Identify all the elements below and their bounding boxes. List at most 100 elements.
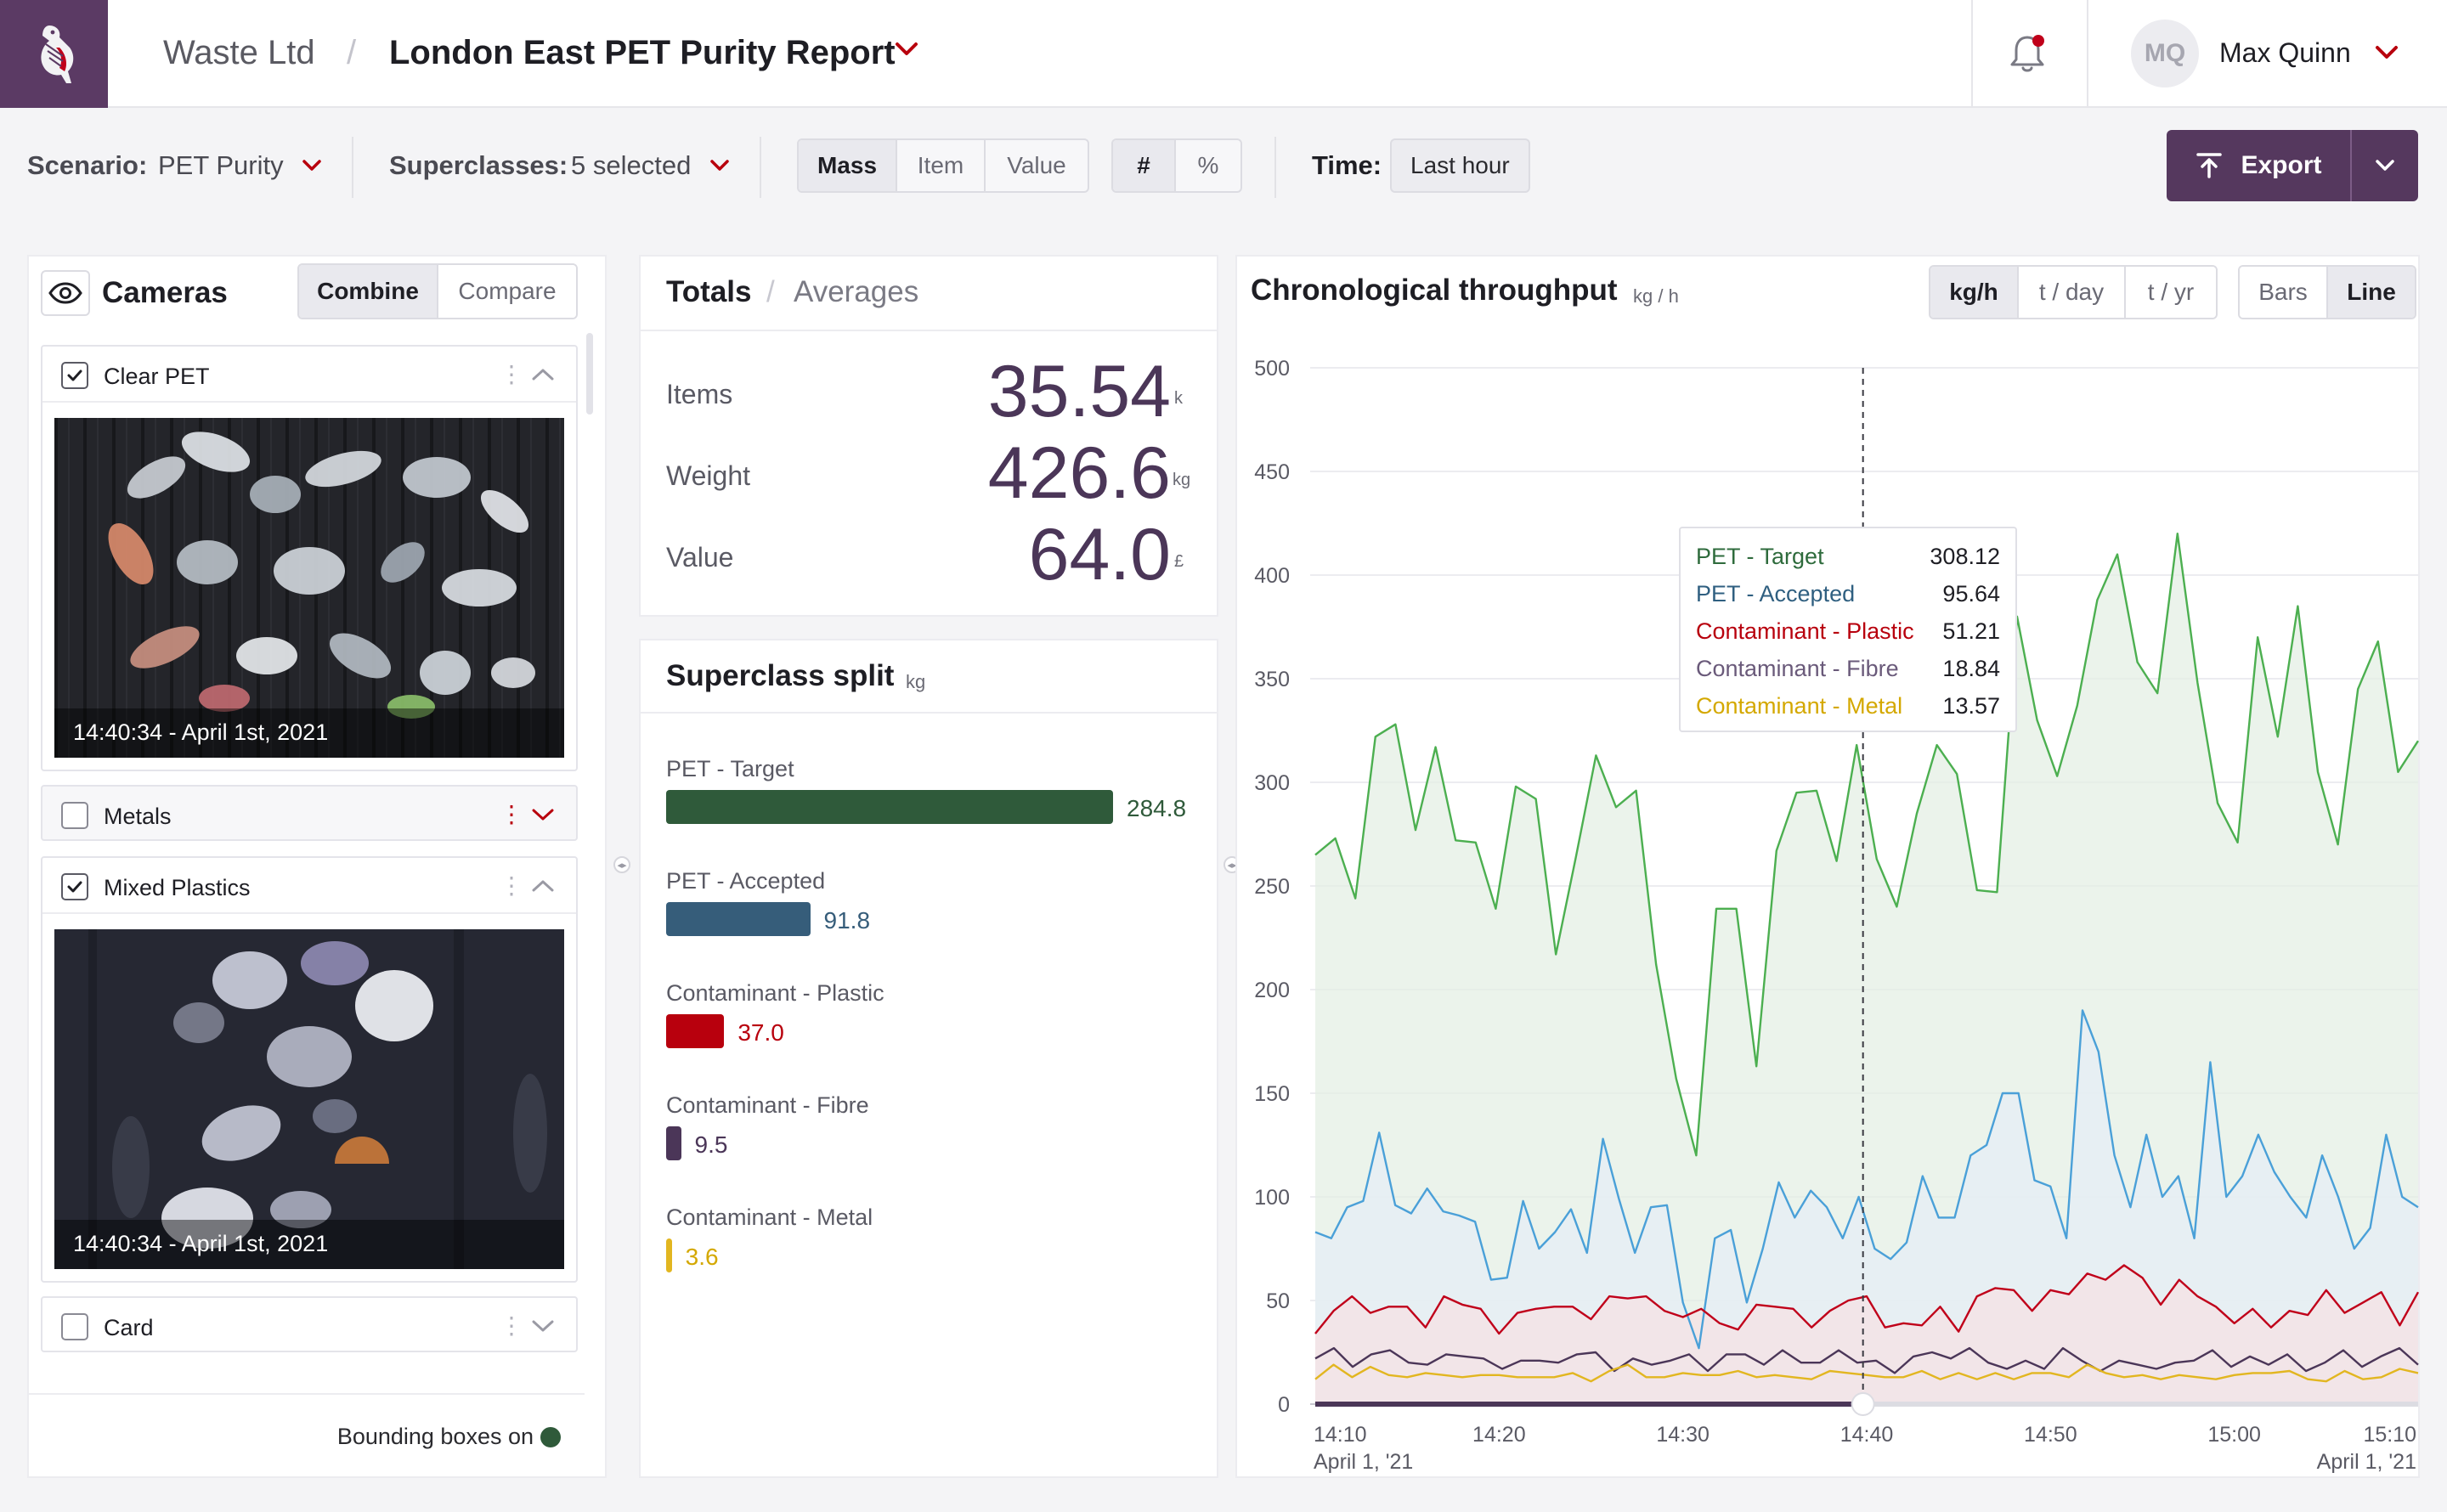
x-tick-label: 14:40: [1840, 1423, 1894, 1447]
totals-value: 35.54: [987, 351, 1171, 432]
superclasses-chevron-down-icon[interactable]: [709, 159, 731, 172]
throughput-line-chart[interactable]: 0 50 100 150 200 250 300 350 400 450 500 14:10 April…: [1235, 340, 2420, 1478]
user-name[interactable]: Max Quinn: [2219, 37, 2351, 68]
cameras-scrollbar[interactable]: [586, 333, 593, 415]
measure-mass-button[interactable]: Mass: [799, 140, 897, 191]
format-count-button[interactable]: #: [1113, 140, 1176, 191]
x-tick-label: 14:30: [1656, 1423, 1710, 1447]
export-dropdown-button[interactable]: [2352, 130, 2418, 201]
series-line-4[interactable]: [1314, 1363, 2419, 1383]
tooltip-series-value: 13.57: [1942, 693, 2000, 719]
kebab-menu-icon[interactable]: ⋮: [500, 801, 523, 827]
panel-resize-handle[interactable]: ◂▸: [613, 856, 630, 873]
camera-card-header[interactable]: Mixed Plastics ⋮: [42, 858, 576, 914]
measure-value-button[interactable]: Value: [1007, 152, 1066, 178]
notification-badge: [2032, 35, 2044, 47]
split-title: Superclass split: [666, 659, 895, 692]
chart-title: Chronological throughput: [1251, 274, 1618, 307]
tooltip-series-name: PET - Target: [1696, 544, 1824, 569]
y-tick-label: 250: [1254, 875, 1290, 899]
camera-checkbox[interactable]: [61, 362, 88, 389]
visibility-toggle-button[interactable]: [41, 270, 90, 316]
chevron-up-icon[interactable]: [530, 878, 556, 894]
chevron-down-icon[interactable]: [530, 807, 556, 822]
camera-feed-image[interactable]: 14:40:34 - April 1st, 2021: [54, 418, 564, 758]
toolbar-divider: [760, 137, 761, 198]
avatar[interactable]: MQ: [2131, 20, 2199, 87]
bounding-boxes-status-dot: [540, 1427, 561, 1447]
tooltip-series-value: 51.21: [1942, 618, 2000, 644]
unit-kgh-button[interactable]: kg/h: [1930, 267, 2019, 318]
toolbar-divider: [1274, 137, 1276, 198]
report-chevron-down-icon[interactable]: [894, 41, 919, 58]
user-menu-chevron-down-icon[interactable]: [2374, 44, 2399, 61]
camera-name: Card: [104, 1315, 154, 1340]
tab-separator: /: [766, 275, 775, 308]
scenario-chevron-down-icon[interactable]: [301, 159, 323, 172]
series-line-3[interactable]: [1314, 1346, 2419, 1374]
chart-tooltip: PET - Target 308.12 PET - Accepted 95.64…: [1679, 527, 2017, 732]
style-line-button[interactable]: Line: [2328, 267, 2415, 318]
split-item: PET - Target 284.8: [666, 756, 1210, 849]
totals-row-weight: Weight 426.6 kg: [639, 426, 1218, 514]
filter-toolbar: Scenario: PET Purity Superclasses: 5 sel…: [0, 110, 2447, 225]
page-title[interactable]: London East PET Purity Report: [389, 34, 896, 71]
camera-mode-toggle: Combine Compare: [297, 263, 578, 319]
kebab-menu-icon[interactable]: ⋮: [500, 361, 523, 387]
superclasses-select[interactable]: 5 selected: [571, 150, 692, 180]
bounding-boxes-label: Bounding boxes on: [336, 1424, 534, 1449]
series-line-2[interactable]: [1314, 1264, 2420, 1335]
y-tick-label: 150: [1254, 1082, 1290, 1106]
export-button[interactable]: Export: [2167, 130, 2350, 201]
split-item-bar[interactable]: [666, 1126, 681, 1160]
breadcrumb-separator: /: [347, 34, 357, 71]
totals-label: Value: [666, 542, 734, 573]
camera-card-header[interactable]: Clear PET ⋮: [42, 347, 576, 403]
header-divider: [1971, 0, 1973, 108]
unit-tday-button[interactable]: t / day: [2019, 267, 2126, 318]
combine-button[interactable]: Combine: [299, 265, 438, 318]
style-bars-button[interactable]: Bars: [2240, 267, 2328, 318]
tooltip-row: PET - Accepted 95.64: [1696, 581, 2000, 618]
breadcrumb-company[interactable]: Waste Ltd: [163, 34, 315, 71]
tooltip-series-value: 95.64: [1942, 581, 2000, 606]
compare-button[interactable]: Compare: [438, 265, 576, 318]
export-divider: [2350, 130, 2352, 201]
time-scrubber-handle[interactable]: [1851, 1392, 1875, 1416]
series-line-0[interactable]: [1314, 533, 2420, 1157]
split-item-bar[interactable]: [666, 902, 811, 936]
camera-checkbox[interactable]: [61, 1313, 88, 1340]
series-line-1[interactable]: [1314, 1009, 2419, 1350]
tab-averages[interactable]: Averages: [794, 275, 919, 308]
time-range-button[interactable]: Last hour: [1390, 138, 1530, 193]
camera-card-header[interactable]: Metals ⋮: [42, 787, 576, 843]
camera-feed-image[interactable]: 14:40:34 - April 1st, 2021: [54, 929, 564, 1269]
unit-tyr-button[interactable]: t / yr: [2126, 267, 2216, 318]
measure-item-button[interactable]: Item: [897, 140, 986, 191]
totals-row-items: Items 35.54 k: [639, 345, 1218, 432]
split-item-name: Contaminant - Fibre: [666, 1092, 869, 1118]
split-unit: kg: [906, 671, 926, 692]
split-item-bar[interactable]: [666, 1014, 725, 1048]
split-item: Contaminant - Metal 3.6: [666, 1205, 1210, 1298]
split-item-bar[interactable]: [666, 790, 1113, 824]
kebab-menu-icon[interactable]: ⋮: [500, 872, 523, 899]
x-tick-label: 14:20: [1472, 1423, 1526, 1447]
scenario-select[interactable]: PET Purity: [158, 150, 284, 180]
tooltip-series-value: 308.12: [1930, 544, 2000, 569]
camera-checkbox[interactable]: [61, 802, 88, 829]
format-percent-button[interactable]: %: [1197, 152, 1219, 178]
chevron-down-icon[interactable]: [530, 1318, 556, 1334]
tab-totals[interactable]: Totals: [666, 275, 752, 308]
split-item-value: 284.8: [1127, 795, 1187, 821]
camera-card-header[interactable]: Card ⋮: [42, 1298, 576, 1354]
tooltip-series-name: Contaminant - Fibre: [1696, 656, 1899, 681]
camera-card-clear-pet: Clear PET ⋮: [41, 345, 578, 771]
kebab-menu-icon[interactable]: ⋮: [500, 1312, 523, 1339]
split-item-bar[interactable]: [666, 1238, 672, 1272]
camera-checkbox[interactable]: [61, 873, 88, 900]
checkmark-icon: [67, 881, 82, 893]
chevron-up-icon[interactable]: [530, 367, 556, 382]
bounding-boxes-toggle[interactable]: Bounding boxes on: [29, 1393, 585, 1478]
brand-logo[interactable]: [0, 0, 108, 108]
